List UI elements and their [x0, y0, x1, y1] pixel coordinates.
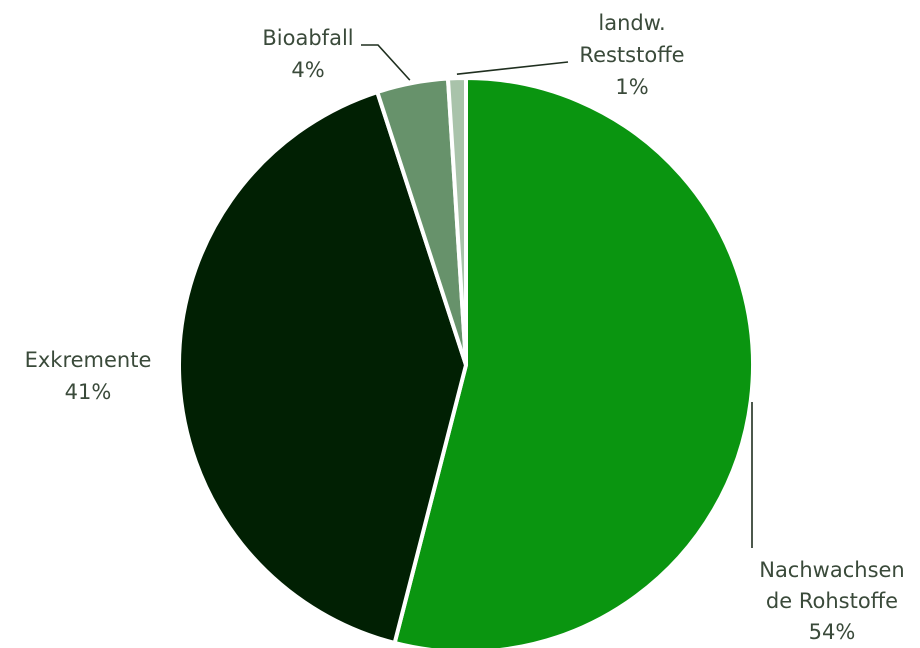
leader-line-reststoffe: [456, 61, 569, 75]
leader-line-bioabfall: [361, 44, 411, 81]
leader-lines: [361, 44, 753, 548]
slice-label-line: Exkremente: [25, 348, 152, 372]
slice-value-label: 41%: [65, 380, 112, 404]
slice-label-line: de Rohstoffe: [766, 589, 898, 613]
pie-slice-1: [177, 89, 469, 646]
slice-value-label: 4%: [291, 58, 324, 82]
slice-value-label: 54%: [809, 620, 856, 644]
slice-label-line: landw.: [598, 11, 665, 35]
label-landw-reststoffe: landw. Reststoffe 1%: [579, 11, 684, 99]
slice-value-label: 1%: [615, 75, 648, 99]
slice-label-line: Nachwachsen: [759, 558, 905, 582]
pie-slice-0: [392, 75, 755, 648]
pie-slices: [177, 75, 755, 648]
slice-label-line: Bioabfall: [262, 26, 353, 50]
slice-label-line: Reststoffe: [579, 43, 684, 67]
pie-slice-3: [445, 75, 468, 366]
label-bioabfall: Bioabfall 4%: [262, 26, 353, 82]
label-exkremente: Exkremente 41%: [25, 348, 152, 404]
label-nachwachsende-rohstoffe: Nachwachsen de Rohstoffe 54%: [759, 558, 905, 644]
